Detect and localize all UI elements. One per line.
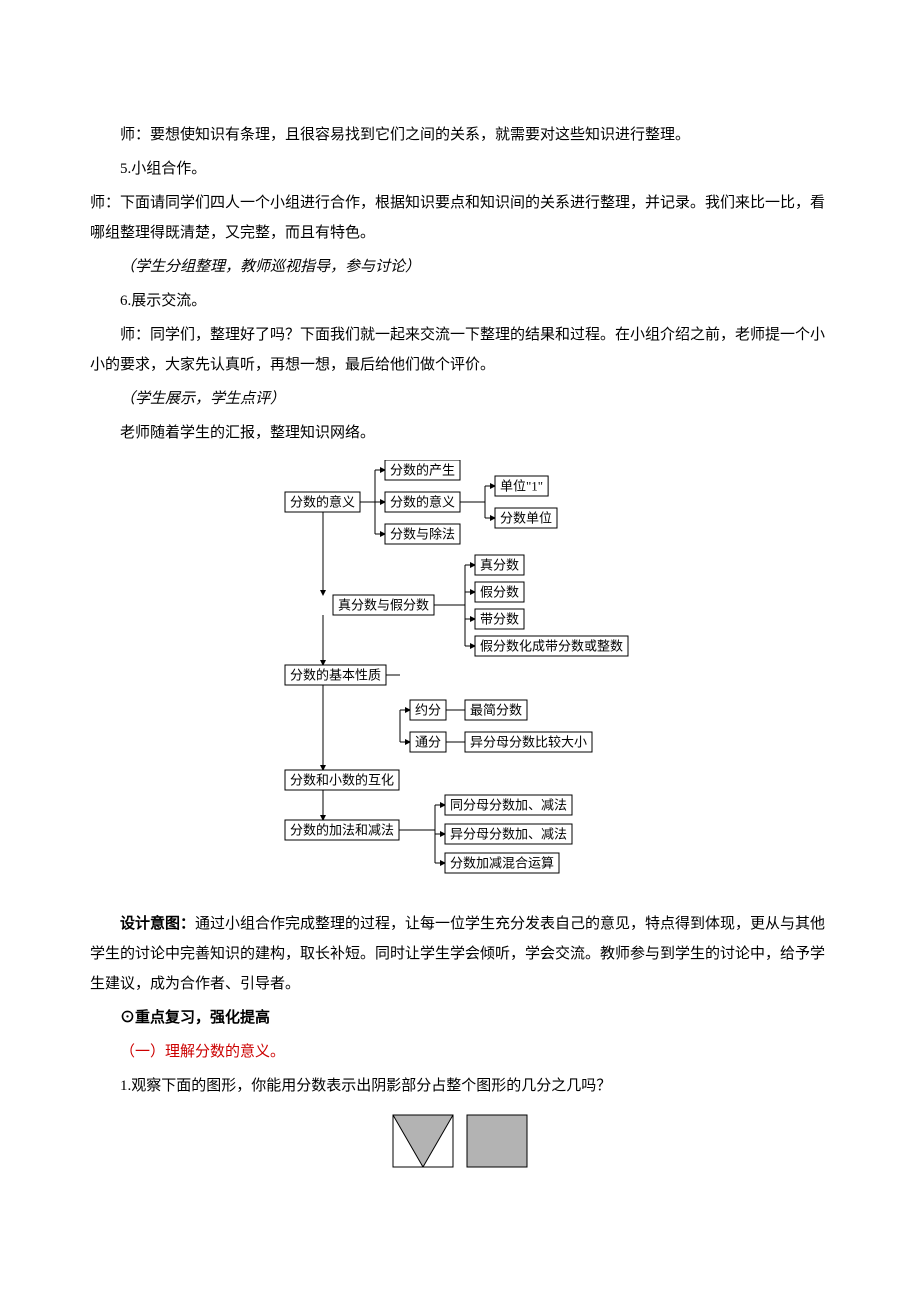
svg-text:带分数: 带分数 — [480, 612, 519, 627]
section-heading: ⊙重点复习，强化提高 — [90, 1003, 830, 1033]
svg-text:分数加减混合运算: 分数加减混合运算 — [450, 856, 554, 871]
diagram-svg: 分数的意义 分数的产生分数的意义分数与除法 单位"1" 分数单位真分数与假分数 真分数假… — [255, 460, 665, 880]
paragraph: 师：下面请同学们四人一个小组进行合作，根据知识要点和知识间的关系进行整理，并记录… — [90, 188, 830, 248]
paragraph: 5.小组合作。 — [90, 154, 830, 184]
svg-text:约分: 约分 — [415, 703, 441, 718]
subsection: （一）理解分数的意义。 — [90, 1037, 830, 1067]
note: （学生展示，学生点评） — [90, 384, 830, 414]
note: （学生分组整理，教师巡视指导，参与讨论） — [90, 252, 830, 282]
paragraph: 师：同学们，整理好了吗？下面我们就一起来交流一下整理的结果和过程。在小组介绍之前… — [90, 320, 830, 380]
knowledge-diagram: 分数的意义 分数的产生分数的意义分数与除法 单位"1" 分数单位真分数与假分数 真分数假… — [90, 460, 830, 891]
svg-text:假分数化成带分数或整数: 假分数化成带分数或整数 — [480, 639, 623, 654]
figures — [90, 1113, 830, 1180]
svg-text:分数单位: 分数单位 — [500, 511, 552, 526]
svg-text:异分母分数比较大小: 异分母分数比较大小 — [470, 735, 587, 750]
design-intent: 设计意图：通过小组合作完成整理的过程，让每一位学生充分发表自己的意见，特点得到体… — [90, 909, 830, 999]
svg-text:分数与除法: 分数与除法 — [390, 527, 455, 542]
svg-text:通分: 通分 — [415, 735, 441, 750]
paragraph: 老师随着学生的汇报，整理知识网络。 — [90, 418, 830, 448]
svg-text:同分母分数加、减法: 同分母分数加、减法 — [450, 798, 567, 813]
svg-text:单位"1": 单位"1" — [500, 479, 543, 494]
question: 1.观察下面的图形，你能用分数表示出阴影部分占整个图形的几分之几吗？ — [90, 1071, 830, 1101]
svg-text:真分数: 真分数 — [480, 558, 519, 573]
svg-text:分数的产生: 分数的产生 — [390, 463, 455, 478]
svg-text:分数和小数的互化: 分数和小数的互化 — [290, 773, 394, 788]
design-intent-label: 设计意图： — [120, 916, 195, 932]
svg-text:分数的基本性质: 分数的基本性质 — [290, 668, 381, 683]
svg-text:最简分数: 最简分数 — [470, 703, 522, 718]
paragraph: 6.展示交流。 — [90, 286, 830, 316]
svg-text:分数的意义: 分数的意义 — [390, 495, 455, 510]
figures-svg — [391, 1113, 529, 1169]
paragraph: 师：要想使知识有条理，且很容易找到它们之间的关系，就需要对这些知识进行整理。 — [90, 120, 830, 150]
svg-text:分数的加法和减法: 分数的加法和减法 — [290, 823, 394, 838]
svg-text:真分数与假分数: 真分数与假分数 — [338, 598, 429, 613]
svg-text:分数的意义: 分数的意义 — [290, 495, 355, 510]
svg-text:假分数: 假分数 — [480, 585, 519, 600]
svg-text:异分母分数加、减法: 异分母分数加、减法 — [450, 827, 567, 842]
design-intent-body: 通过小组合作完成整理的过程，让每一位学生充分发表自己的意见，特点得到体现，更从与… — [90, 916, 825, 992]
